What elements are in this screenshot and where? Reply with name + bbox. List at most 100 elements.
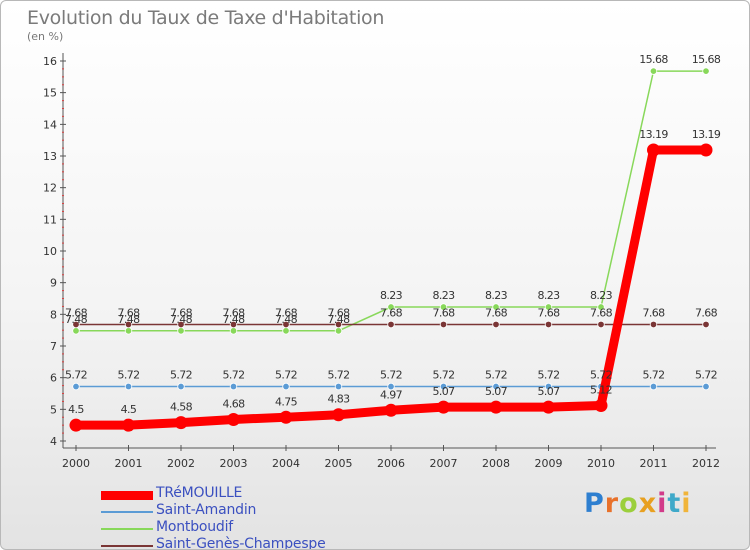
- logo-letter: i: [681, 488, 692, 519]
- data-point: [282, 327, 290, 335]
- data-point: [334, 327, 343, 335]
- x-tick-label: 2005: [325, 457, 353, 470]
- logo-letter: P: [584, 488, 605, 519]
- data-point: [229, 327, 238, 335]
- proxiti-logo: Proxiti: [584, 488, 692, 519]
- data-label: 5.72: [380, 369, 402, 382]
- data-point: [597, 320, 605, 329]
- data-label: 7.68: [327, 306, 350, 319]
- data-point: [544, 303, 553, 311]
- data-point: [647, 143, 660, 157]
- data-point: [649, 320, 658, 329]
- legend-swatch: [101, 528, 153, 530]
- data-point: [702, 320, 710, 329]
- data-point: [439, 382, 448, 391]
- data-point: [439, 303, 448, 311]
- data-point: [649, 382, 658, 391]
- data-point: [699, 143, 713, 157]
- legend-swatch: [101, 511, 153, 513]
- data-label: 7.68: [275, 306, 298, 319]
- x-tick-label: 2008: [482, 457, 510, 470]
- legend-label: Saint-Genès-Champespe: [156, 536, 326, 550]
- y-tick-label: 10: [43, 245, 57, 258]
- data-point: [334, 382, 343, 391]
- x-tick-label: 2003: [220, 457, 248, 470]
- data-point: [439, 320, 448, 329]
- x-tick-label: 2010: [587, 457, 615, 470]
- data-point: [489, 400, 503, 414]
- data-label: 4.5: [68, 403, 84, 416]
- chart-title: Evolution du Taux de Taxe d'Habitation: [27, 7, 385, 29]
- data-label: 4.97: [380, 388, 403, 401]
- data-point: [702, 67, 710, 75]
- data-point: [542, 400, 555, 414]
- data-label: 5.72: [327, 369, 349, 382]
- data-label: 15.68: [639, 53, 668, 66]
- data-point: [597, 303, 605, 311]
- data-point: [282, 320, 290, 329]
- y-tick-label: 13: [43, 150, 57, 163]
- y-tick-label: 9: [50, 277, 57, 290]
- data-point: [492, 303, 500, 311]
- data-point: [282, 382, 290, 391]
- data-point: [124, 327, 133, 335]
- data-label: 5.12: [590, 384, 612, 397]
- y-tick-label: 14: [43, 118, 57, 131]
- y-tick-label: 4: [50, 435, 57, 448]
- data-label: 5.72: [642, 369, 664, 382]
- data-label: 7.68: [222, 306, 245, 319]
- data-label: 7.68: [590, 306, 613, 319]
- data-label: 5.72: [65, 369, 87, 382]
- y-tick-label: 6: [50, 372, 57, 385]
- data-labels-layer: 4.5 4.5 4.58 4.68 4.75 4.83 4.97 5.07 5.07 5.07 5.…: [65, 53, 721, 416]
- x-tick-label: 2012: [692, 457, 720, 470]
- data-point: [174, 416, 188, 430]
- data-label: 7.68: [170, 306, 193, 319]
- data-point: [229, 382, 238, 391]
- data-point: [387, 303, 395, 311]
- data-label: 7.68: [695, 306, 718, 319]
- data-point: [177, 327, 185, 335]
- data-label: 7.68: [65, 306, 88, 319]
- data-point: [177, 382, 185, 391]
- data-label: 7.68: [380, 306, 403, 319]
- logo-letter: t: [667, 488, 682, 519]
- series-layer: [69, 67, 713, 432]
- legend-swatch: [101, 545, 153, 547]
- data-label: 5.72: [537, 369, 559, 382]
- data-label: 8.23: [432, 289, 455, 302]
- logo-letter: i: [657, 488, 668, 519]
- data-point: [387, 320, 395, 329]
- data-point: [124, 382, 133, 391]
- data-label: 7.68: [432, 306, 455, 319]
- data-point: [332, 408, 345, 422]
- data-label: 7.48: [275, 313, 298, 326]
- data-label: 4.75: [275, 395, 298, 408]
- y-tick-label: 15: [43, 87, 57, 100]
- data-label: 8.23: [485, 289, 508, 302]
- data-label: 7.48: [117, 313, 140, 326]
- axes: 4 5 6 7 8 9 10 11 12 13 14 15 16 2000 2001 2002 2003 2004…: [43, 53, 720, 470]
- x-tick-label: 2007: [430, 457, 458, 470]
- data-label: 5.72: [117, 369, 139, 382]
- data-point: [437, 400, 450, 414]
- data-point: [334, 320, 343, 329]
- data-label: 7.48: [222, 313, 245, 326]
- logo-letter: o: [619, 488, 639, 519]
- data-point: [594, 399, 608, 413]
- data-label: 7.68: [117, 306, 140, 319]
- data-point: [227, 412, 240, 426]
- data-label: 7.68: [537, 306, 560, 319]
- logo-letter: x: [638, 488, 658, 519]
- x-tick-label: 2001: [115, 457, 143, 470]
- legend-label: Saint-Amandin: [156, 502, 257, 518]
- y-tick-label: 11: [43, 213, 57, 226]
- legend-label: Montboudif: [156, 519, 234, 535]
- data-label: 5.72: [590, 369, 612, 382]
- data-point: [177, 320, 185, 329]
- data-point: [544, 320, 553, 329]
- data-point: [122, 418, 135, 432]
- data-label: 7.48: [327, 313, 350, 326]
- data-label: 13.19: [639, 128, 668, 141]
